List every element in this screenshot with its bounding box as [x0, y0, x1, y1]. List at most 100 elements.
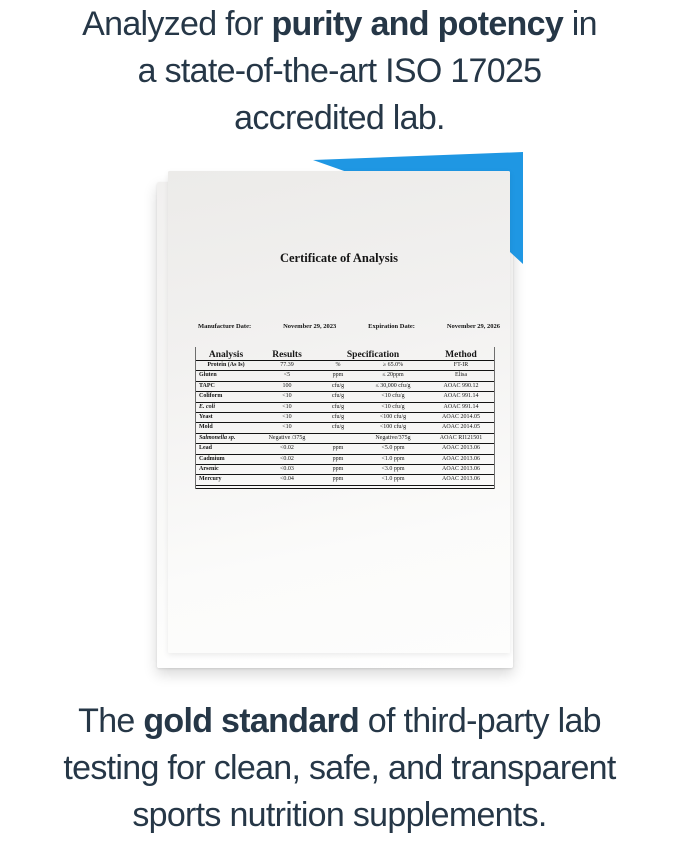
table-row: Arsenic <0.03 ppm <3.0 ppm AOAC 2013.06	[196, 465, 494, 476]
cell-analysis: Lead	[199, 445, 213, 452]
cell-result: <0.02	[280, 455, 294, 462]
expiration-date-label: Expiration Date:	[368, 323, 415, 330]
headline-text: The	[78, 702, 144, 740]
table-row: Salmonella sp. Negative /375g Negative/375…	[196, 434, 494, 445]
column-header-method: Method	[445, 350, 477, 360]
table-row: TAPC 100 cfu/g ≤ 30,000 cfu/g AOAC 990.12	[196, 382, 494, 393]
cell-unit: cfu/g	[331, 393, 345, 400]
cell-method: AOAC 2013.06	[441, 465, 480, 472]
headline-top-line-2: a state-of-the-art ISO 17025	[0, 48, 679, 95]
cell-spec: <5.0 ppm	[381, 445, 405, 452]
cell-spec: <1.0 ppm	[381, 455, 405, 462]
cell-spec: ≤ 30,000 cfu/g	[375, 382, 411, 389]
cell-spec: ≤ 20ppm	[382, 372, 404, 379]
headline-top: Analyzed for purity and potency in a sta…	[0, 1, 679, 142]
cell-spec: <1.0 ppm	[381, 476, 405, 483]
table-row: Yeast <10 cfu/g <100 cfu/g AOAC 2014.05	[196, 413, 494, 424]
cell-analysis: E. coli	[199, 403, 215, 410]
cell-spec: Negative/375g	[375, 434, 411, 441]
cell-spec: ≥ 65.0%	[382, 362, 404, 368]
headline-top-line-3: accredited lab.	[0, 95, 679, 142]
cell-unit: %	[335, 362, 341, 368]
cell-result: <10	[282, 393, 292, 400]
cell-spec: <10 cfu/g	[381, 393, 405, 400]
cell-analysis: TAPC	[199, 382, 215, 389]
headline-top-line-1: Analyzed for purity and potency in	[0, 1, 679, 48]
headline-text: a state-of-the-art ISO 17025	[137, 52, 542, 90]
table-row: Mold <10 cfu/g <100 cfu/g AOAC 2014.05	[196, 423, 494, 434]
table-row: E. coli <10 cfu/g <10 cfu/g AOAC 991.14	[196, 403, 494, 413]
cell-method: FT-IR	[453, 362, 469, 368]
cell-unit: ppm	[332, 372, 344, 379]
coa-table: Analysis Results Specification Method Pr…	[195, 347, 495, 489]
manufacture-date-value: November 29, 2023	[283, 323, 337, 330]
cell-analysis: Arsenic	[199, 465, 219, 472]
cell-result: <10	[282, 413, 292, 420]
expiration-date-value: November 29, 2026	[446, 323, 500, 330]
cell-method: AOAC 2014.05	[441, 424, 480, 431]
headline-bottom-line-1: The gold standard of third-party lab	[0, 698, 679, 745]
headline-bottom: The gold standard of third-party lab tes…	[0, 698, 679, 839]
cell-method: AOAC 2014.05	[441, 413, 480, 420]
cell-method: AOAC 2013.06	[441, 445, 480, 452]
cell-spec: <100 cfu/g	[379, 413, 407, 420]
table-row: Mercury <0.04 ppm <1.0 ppm AOAC 2013.06	[196, 475, 494, 486]
cell-analysis: Salmonella sp.	[199, 434, 236, 441]
cell-result: 77.39	[280, 362, 294, 368]
certificate-title: Certificate of Analysis	[279, 251, 399, 265]
blue-corner-ribbon	[313, 152, 523, 264]
table-row: Lead <0.02 ppm <5.0 ppm AOAC 2013.06	[196, 444, 494, 455]
cell-result: <0.02	[280, 445, 294, 452]
cell-analysis: Coliform	[199, 393, 223, 400]
cell-unit: cfu/g	[331, 424, 345, 431]
coa-table-header: Analysis Results Specification Method	[196, 347, 494, 361]
cell-analysis: Mold	[199, 424, 213, 431]
headline-bold-text: purity and potency	[271, 5, 564, 43]
column-header-specification: Specification	[346, 350, 400, 360]
cell-spec: <10 cfu/g	[381, 403, 405, 410]
cell-spec: <3.0 ppm	[381, 465, 405, 472]
cell-result: <10	[282, 424, 292, 431]
cell-result: <0.03	[280, 465, 294, 472]
table-row: Gluten <5 ppm ≤ 20ppm Elisa	[196, 371, 494, 382]
cell-unit: ppm	[332, 465, 344, 472]
cell-method: AOAC 991.14	[443, 403, 479, 410]
headline-text: accredited lab.	[234, 99, 445, 137]
table-row: Cadmium <0.02 ppm <1.0 ppm AOAC 2013.06	[196, 455, 494, 465]
cell-method: Elisa	[455, 372, 467, 379]
cell-method: AOAC RI121501	[439, 434, 483, 441]
certificate-paper: Certificate of Analysis Manufacture Date…	[168, 171, 510, 653]
headline-text: Analyzed for	[82, 5, 272, 43]
dates-row: Manufacture Date: November 29, 2023 Expi…	[198, 323, 500, 330]
headline-bottom-line-3: sports nutrition supplements.	[0, 792, 679, 839]
cell-unit: ppm	[332, 455, 344, 462]
headline-bottom-line-2: testing for clean, safe, and transparent	[0, 745, 679, 792]
cell-unit: ppm	[332, 476, 344, 483]
headline-bold-text: gold standard	[143, 702, 360, 740]
cell-analysis: Protein (As Is)	[207, 362, 245, 368]
cell-method: AOAC 2013.06	[441, 476, 480, 483]
headline-text: of third-party lab	[359, 702, 602, 740]
headline-text: in	[563, 5, 598, 43]
cell-method: AOAC 990.12	[443, 382, 479, 389]
cell-method: AOAC 2013.06	[441, 455, 480, 462]
cell-unit: cfu/g	[331, 413, 345, 420]
cell-result: <10	[282, 403, 292, 410]
cell-analysis: Mercury	[199, 476, 222, 483]
cell-unit: cfu/g	[331, 382, 345, 389]
cell-unit: ppm	[332, 445, 344, 452]
table-row: Protein (As Is) 77.39% ≥ 65.0% FT-IR	[196, 361, 494, 372]
cell-unit	[318, 434, 358, 443]
cell-method: AOAC 991.14	[443, 393, 479, 400]
cell-result: <0.04	[280, 476, 294, 483]
table-row: Coliform <10 cfu/g <10 cfu/g AOAC 991.14	[196, 392, 494, 403]
column-header-analysis: Analysis	[208, 350, 244, 360]
cell-result: <5	[283, 372, 291, 379]
headline-text: sports nutrition supplements.	[132, 796, 547, 834]
headline-text: testing for clean, safe, and transparent	[63, 749, 616, 787]
cell-analysis: Yeast	[199, 413, 213, 420]
cell-analysis: Cadmium	[199, 455, 225, 462]
column-header-results: Results	[272, 350, 302, 360]
